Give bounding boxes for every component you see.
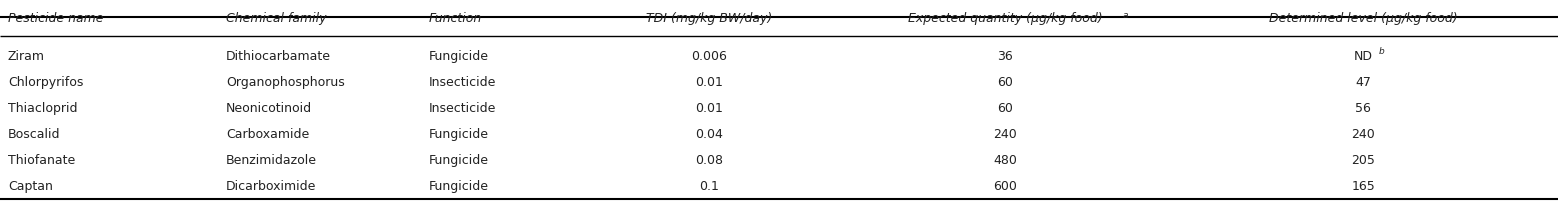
Text: 60: 60: [997, 102, 1013, 115]
Text: Chlorpyrifos: Chlorpyrifos: [8, 76, 83, 89]
Text: Pesticide name: Pesticide name: [8, 12, 103, 25]
Text: 60: 60: [997, 76, 1013, 89]
Text: 0.04: 0.04: [695, 127, 723, 140]
Text: Fungicide: Fungicide: [428, 50, 489, 63]
Text: Fungicide: Fungicide: [428, 179, 489, 192]
Text: 600: 600: [992, 179, 1017, 192]
Text: ND: ND: [1354, 50, 1373, 63]
Text: Insecticide: Insecticide: [428, 76, 495, 89]
Text: 0.006: 0.006: [690, 50, 728, 63]
Text: Thiacloprid: Thiacloprid: [8, 102, 78, 115]
Text: a: a: [1123, 11, 1128, 20]
Text: Neonicotinoid: Neonicotinoid: [226, 102, 312, 115]
Text: 47: 47: [1355, 76, 1371, 89]
Text: 240: 240: [1351, 127, 1376, 140]
Text: Insecticide: Insecticide: [428, 102, 495, 115]
Text: Chemical family: Chemical family: [226, 12, 327, 25]
Text: Thiofanate: Thiofanate: [8, 153, 75, 166]
Text: 480: 480: [992, 153, 1017, 166]
Text: Dicarboximide: Dicarboximide: [226, 179, 316, 192]
Text: b: b: [1379, 47, 1384, 56]
Text: 36: 36: [997, 50, 1013, 63]
Text: Expected quantity (μg/kg food): Expected quantity (μg/kg food): [908, 12, 1102, 25]
Text: Ziram: Ziram: [8, 50, 45, 63]
Text: TDI (mg/kg BW/day): TDI (mg/kg BW/day): [645, 12, 773, 25]
Text: 165: 165: [1351, 179, 1376, 192]
Text: 0.08: 0.08: [695, 153, 723, 166]
Text: 0.01: 0.01: [695, 76, 723, 89]
Text: Fungicide: Fungicide: [428, 127, 489, 140]
Text: Boscalid: Boscalid: [8, 127, 61, 140]
Text: Carboxamide: Carboxamide: [226, 127, 308, 140]
Text: 0.1: 0.1: [700, 179, 718, 192]
Text: Function: Function: [428, 12, 481, 25]
Text: 205: 205: [1351, 153, 1376, 166]
Text: Determined level (μg/kg food): Determined level (μg/kg food): [1268, 12, 1458, 25]
Text: Organophosphorus: Organophosphorus: [226, 76, 344, 89]
Text: 0.01: 0.01: [695, 102, 723, 115]
Text: Benzimidazole: Benzimidazole: [226, 153, 316, 166]
Text: Captan: Captan: [8, 179, 53, 192]
Text: Fungicide: Fungicide: [428, 153, 489, 166]
Text: 240: 240: [992, 127, 1017, 140]
Text: Dithiocarbamate: Dithiocarbamate: [226, 50, 330, 63]
Text: 56: 56: [1355, 102, 1371, 115]
